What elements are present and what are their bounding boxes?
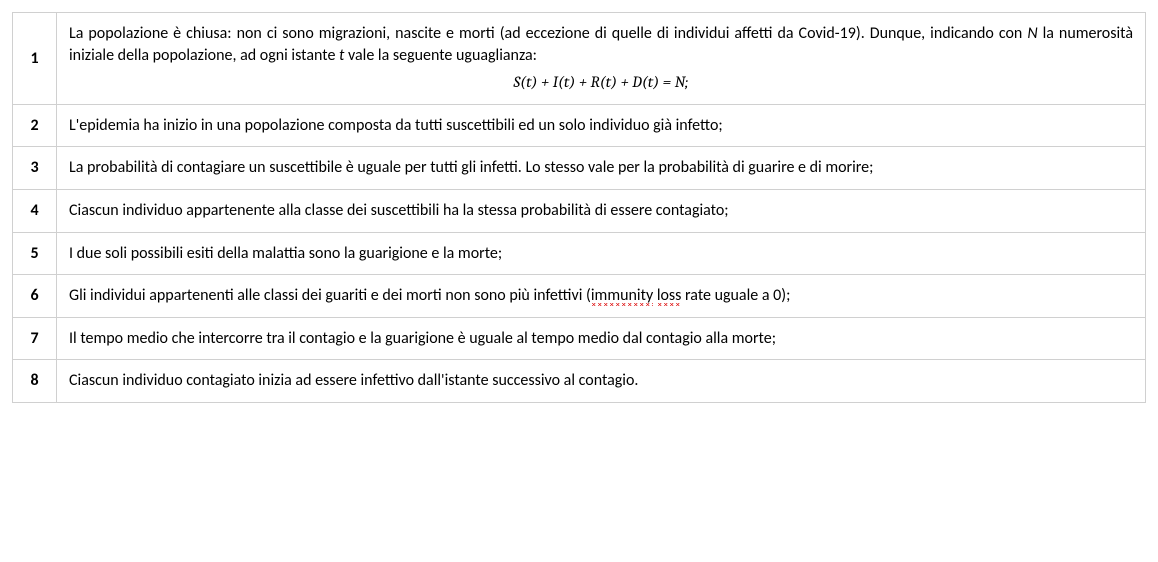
row-text: La probabilità di contagiare un suscetti… xyxy=(57,147,1146,190)
row-number: 2 xyxy=(13,104,57,147)
row-text: Il tempo medio che intercorre tra il con… xyxy=(57,317,1146,360)
row-text: Ciascun individuo contagiato inizia ad e… xyxy=(57,360,1146,403)
table-row: 8 Ciascun individuo contagiato inizia ad… xyxy=(13,360,1146,403)
table-row: 3 La probabilità di contagiare un suscet… xyxy=(13,147,1146,190)
inline-variable-n: N xyxy=(1027,24,1037,43)
row-text: Gli individui appartenenti alle classi d… xyxy=(57,275,1146,318)
row-text: La popolazione è chiusa: non ci sono mig… xyxy=(57,13,1146,105)
row-number: 8 xyxy=(13,360,57,403)
spellcheck-underline: loss xyxy=(657,286,682,306)
text-segment: vale la seguente uguaglianza: xyxy=(344,46,537,65)
row-text: Ciascun individuo appartenente alla clas… xyxy=(57,189,1146,232)
row-number: 6 xyxy=(13,275,57,318)
text-segment: Gli individui appartenenti alle classi d… xyxy=(69,286,591,305)
row-number: 4 xyxy=(13,189,57,232)
table-row: 2 L'epidemia ha inizio in una popolazion… xyxy=(13,104,1146,147)
equation: S(t) + I(t) + R(t) + D(t) = N; xyxy=(69,72,1133,94)
table-row: 6 Gli individui appartenenti alle classi… xyxy=(13,275,1146,318)
table-row: 7 Il tempo medio che intercorre tra il c… xyxy=(13,317,1146,360)
spellcheck-underline: immunity xyxy=(591,286,653,306)
row-number: 5 xyxy=(13,232,57,275)
assumptions-table: 1 La popolazione è chiusa: non ci sono m… xyxy=(12,12,1146,403)
table-row: 1 La popolazione è chiusa: non ci sono m… xyxy=(13,13,1146,105)
row-text: L'epidemia ha inizio in una popolazione … xyxy=(57,104,1146,147)
table-row: 4 Ciascun individuo appartenente alla cl… xyxy=(13,189,1146,232)
row-number: 1 xyxy=(13,13,57,105)
row-text: I due soli possibili esiti della malatti… xyxy=(57,232,1146,275)
text-segment: rate uguale a 0); xyxy=(681,286,790,305)
row-number: 7 xyxy=(13,317,57,360)
table-row: 5 I due soli possibili esiti della malat… xyxy=(13,232,1146,275)
text-segment: La popolazione è chiusa: non ci sono mig… xyxy=(69,24,1027,43)
row-number: 3 xyxy=(13,147,57,190)
